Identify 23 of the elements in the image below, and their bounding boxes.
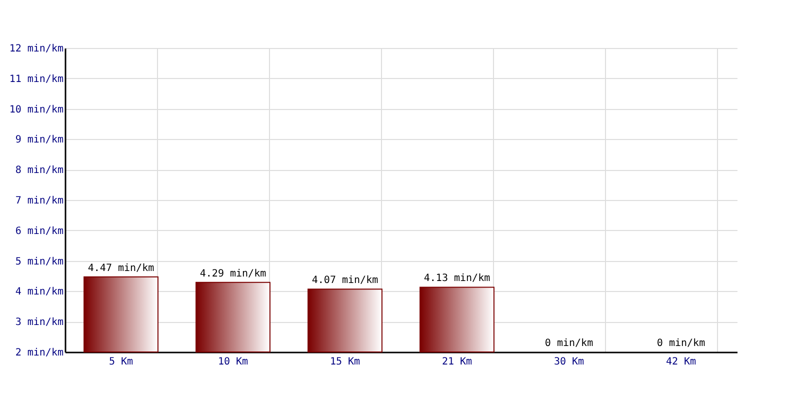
y-tick-label: 7 min/km (15, 196, 64, 206)
x-tick-label: 21 Km (442, 356, 472, 368)
text: 0 min/km (544, 338, 594, 349)
data-label: 4.07 min/km (312, 275, 378, 286)
y-tick-label: 12 min/km (9, 44, 64, 54)
y-tick-label: 8 min/km (15, 165, 64, 176)
y-tick-label: 11 min/km (9, 74, 64, 85)
x-tick-label: 30 Km (554, 356, 584, 368)
x-tick-label: 15 Km (330, 356, 360, 368)
text: 0 min/km (656, 338, 706, 349)
data-label: 4.47 min/km (88, 262, 154, 274)
x-tick-label: 42 Km (666, 356, 696, 368)
y-tick-label: 4 min/km (15, 286, 64, 298)
x-tick-label: 5 Km (108, 356, 134, 368)
y-tick-label: 9 min/km (15, 134, 64, 146)
y-tick-label: 6 min/km (15, 226, 64, 237)
x-tick-label: 10 Km (218, 356, 248, 368)
y-tick-label: 2 min/km (15, 348, 64, 358)
y-tick-label: 5 min/km (15, 256, 64, 268)
data-label: 4.13 min/km (424, 273, 490, 284)
y-tick-label: 3 min/km (15, 317, 64, 328)
data-label: 4.29 min/km (200, 268, 266, 280)
y-tick-label: 10 min/km (9, 104, 64, 116)
